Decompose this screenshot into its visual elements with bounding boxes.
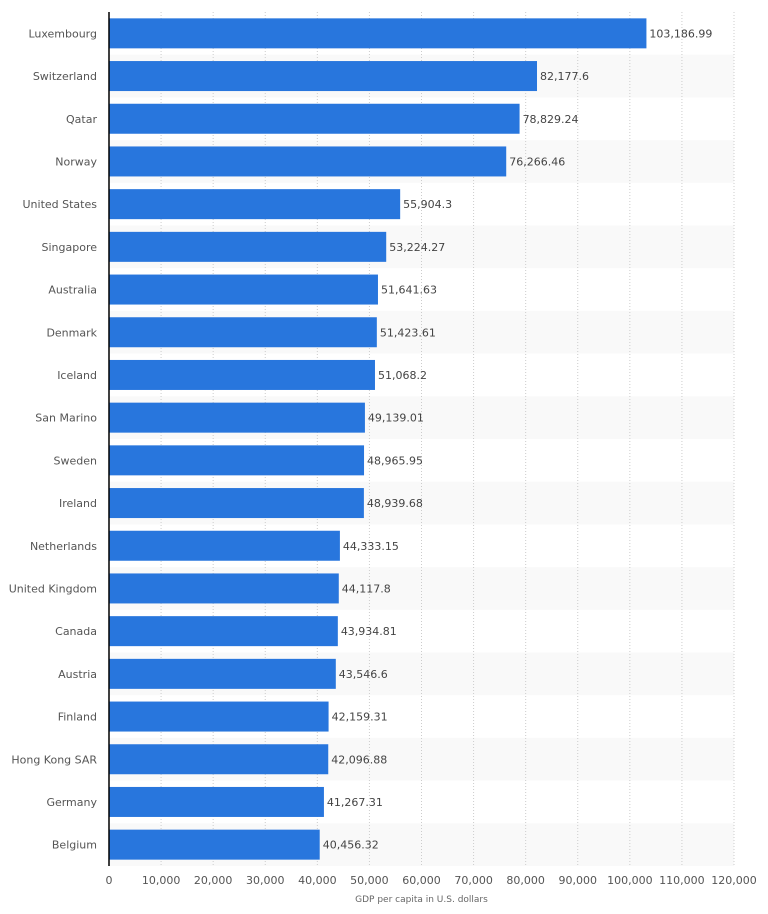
value-label: 51,423.61 — [380, 326, 436, 339]
x-tick-label: 10,000 — [142, 874, 181, 887]
value-label: 78,829.24 — [523, 113, 579, 126]
value-label: 48,965.95 — [367, 454, 423, 467]
value-label: 103,186.99 — [649, 27, 712, 40]
bar — [109, 103, 520, 134]
category-label: Luxembourg — [28, 27, 97, 40]
x-tick-label: 120,000 — [711, 874, 757, 887]
value-label: 44,117.8 — [342, 582, 391, 595]
bar — [109, 402, 365, 433]
bar — [109, 488, 364, 519]
x-tick-label: 100,000 — [607, 874, 653, 887]
value-label: 51,641.63 — [381, 284, 437, 297]
x-tick-label: 70,000 — [454, 874, 493, 887]
bar — [109, 189, 401, 220]
category-label: Iceland — [57, 369, 97, 382]
value-label: 53,224.27 — [389, 241, 445, 254]
bar — [109, 530, 340, 561]
category-label: Switzerland — [33, 70, 97, 83]
x-tick-label: 50,000 — [350, 874, 389, 887]
category-label: Ireland — [59, 497, 97, 510]
bar — [109, 616, 338, 647]
category-label: United States — [23, 198, 98, 211]
x-tick-label: 30,000 — [246, 874, 285, 887]
category-label: United Kingdom — [9, 582, 97, 595]
category-label: Finland — [58, 711, 97, 724]
bar — [109, 317, 377, 348]
bar — [109, 146, 507, 177]
x-tick-labels: 0 10,000 20,000 30,000 40,000 50,000 60,000 70,… — [106, 874, 757, 887]
bar — [109, 701, 329, 732]
value-label: 44,333.15 — [343, 540, 399, 553]
bar — [109, 829, 320, 860]
category-label: Hong Kong SAR — [11, 753, 97, 766]
category-label: Netherlands — [30, 540, 97, 553]
value-label: 76,266.46 — [509, 155, 565, 168]
value-label: 43,546.6 — [339, 668, 388, 681]
bar — [109, 61, 538, 92]
bars — [109, 18, 647, 860]
x-axis-title: GDP per capita in U.S. dollars — [355, 895, 488, 905]
x-tick-label: 60,000 — [402, 874, 441, 887]
category-label: Denmark — [46, 326, 97, 339]
category-labels: Luxembourg Switzerland Qatar Norway United S… — [9, 27, 98, 851]
value-label: 51,068.2 — [378, 369, 427, 382]
bar — [109, 744, 329, 775]
value-label: 82,177.6 — [540, 70, 589, 83]
value-labels: 103,186.99 82,177.6 78,829.24 76,266.46 55,9… — [323, 27, 713, 851]
category-label: Germany — [46, 796, 97, 809]
value-label: 49,139.01 — [368, 412, 424, 425]
x-tick-label: 0 — [106, 874, 113, 887]
category-label: Singapore — [42, 241, 98, 254]
value-label: 40,456.32 — [323, 839, 379, 852]
bar — [109, 359, 375, 390]
x-tick-label: 110,000 — [659, 874, 705, 887]
bar — [109, 786, 324, 817]
bar — [109, 18, 647, 49]
bar — [109, 274, 378, 305]
category-label: San Marino — [35, 412, 97, 425]
bar — [109, 445, 365, 476]
value-label: 48,939.68 — [367, 497, 423, 510]
bar — [109, 573, 339, 604]
category-label: Belgium — [52, 839, 97, 852]
bar — [109, 231, 387, 262]
value-label: 42,159.31 — [332, 711, 388, 724]
category-label: Australia — [48, 284, 97, 297]
x-tick-label: 90,000 — [559, 874, 598, 887]
x-tick-label: 20,000 — [194, 874, 233, 887]
x-tick-label: 40,000 — [298, 874, 337, 887]
value-label: 42,096.88 — [331, 753, 387, 766]
value-label: 43,934.81 — [341, 625, 397, 638]
category-label: Austria — [58, 668, 97, 681]
value-label: 41,267.31 — [327, 796, 383, 809]
category-label: Qatar — [66, 113, 97, 126]
value-label: 55,904.3 — [403, 198, 452, 211]
category-label: Norway — [55, 155, 97, 168]
category-label: Sweden — [54, 454, 97, 467]
bar — [109, 658, 336, 689]
x-tick-label: 80,000 — [506, 874, 545, 887]
category-label: Canada — [55, 625, 97, 638]
